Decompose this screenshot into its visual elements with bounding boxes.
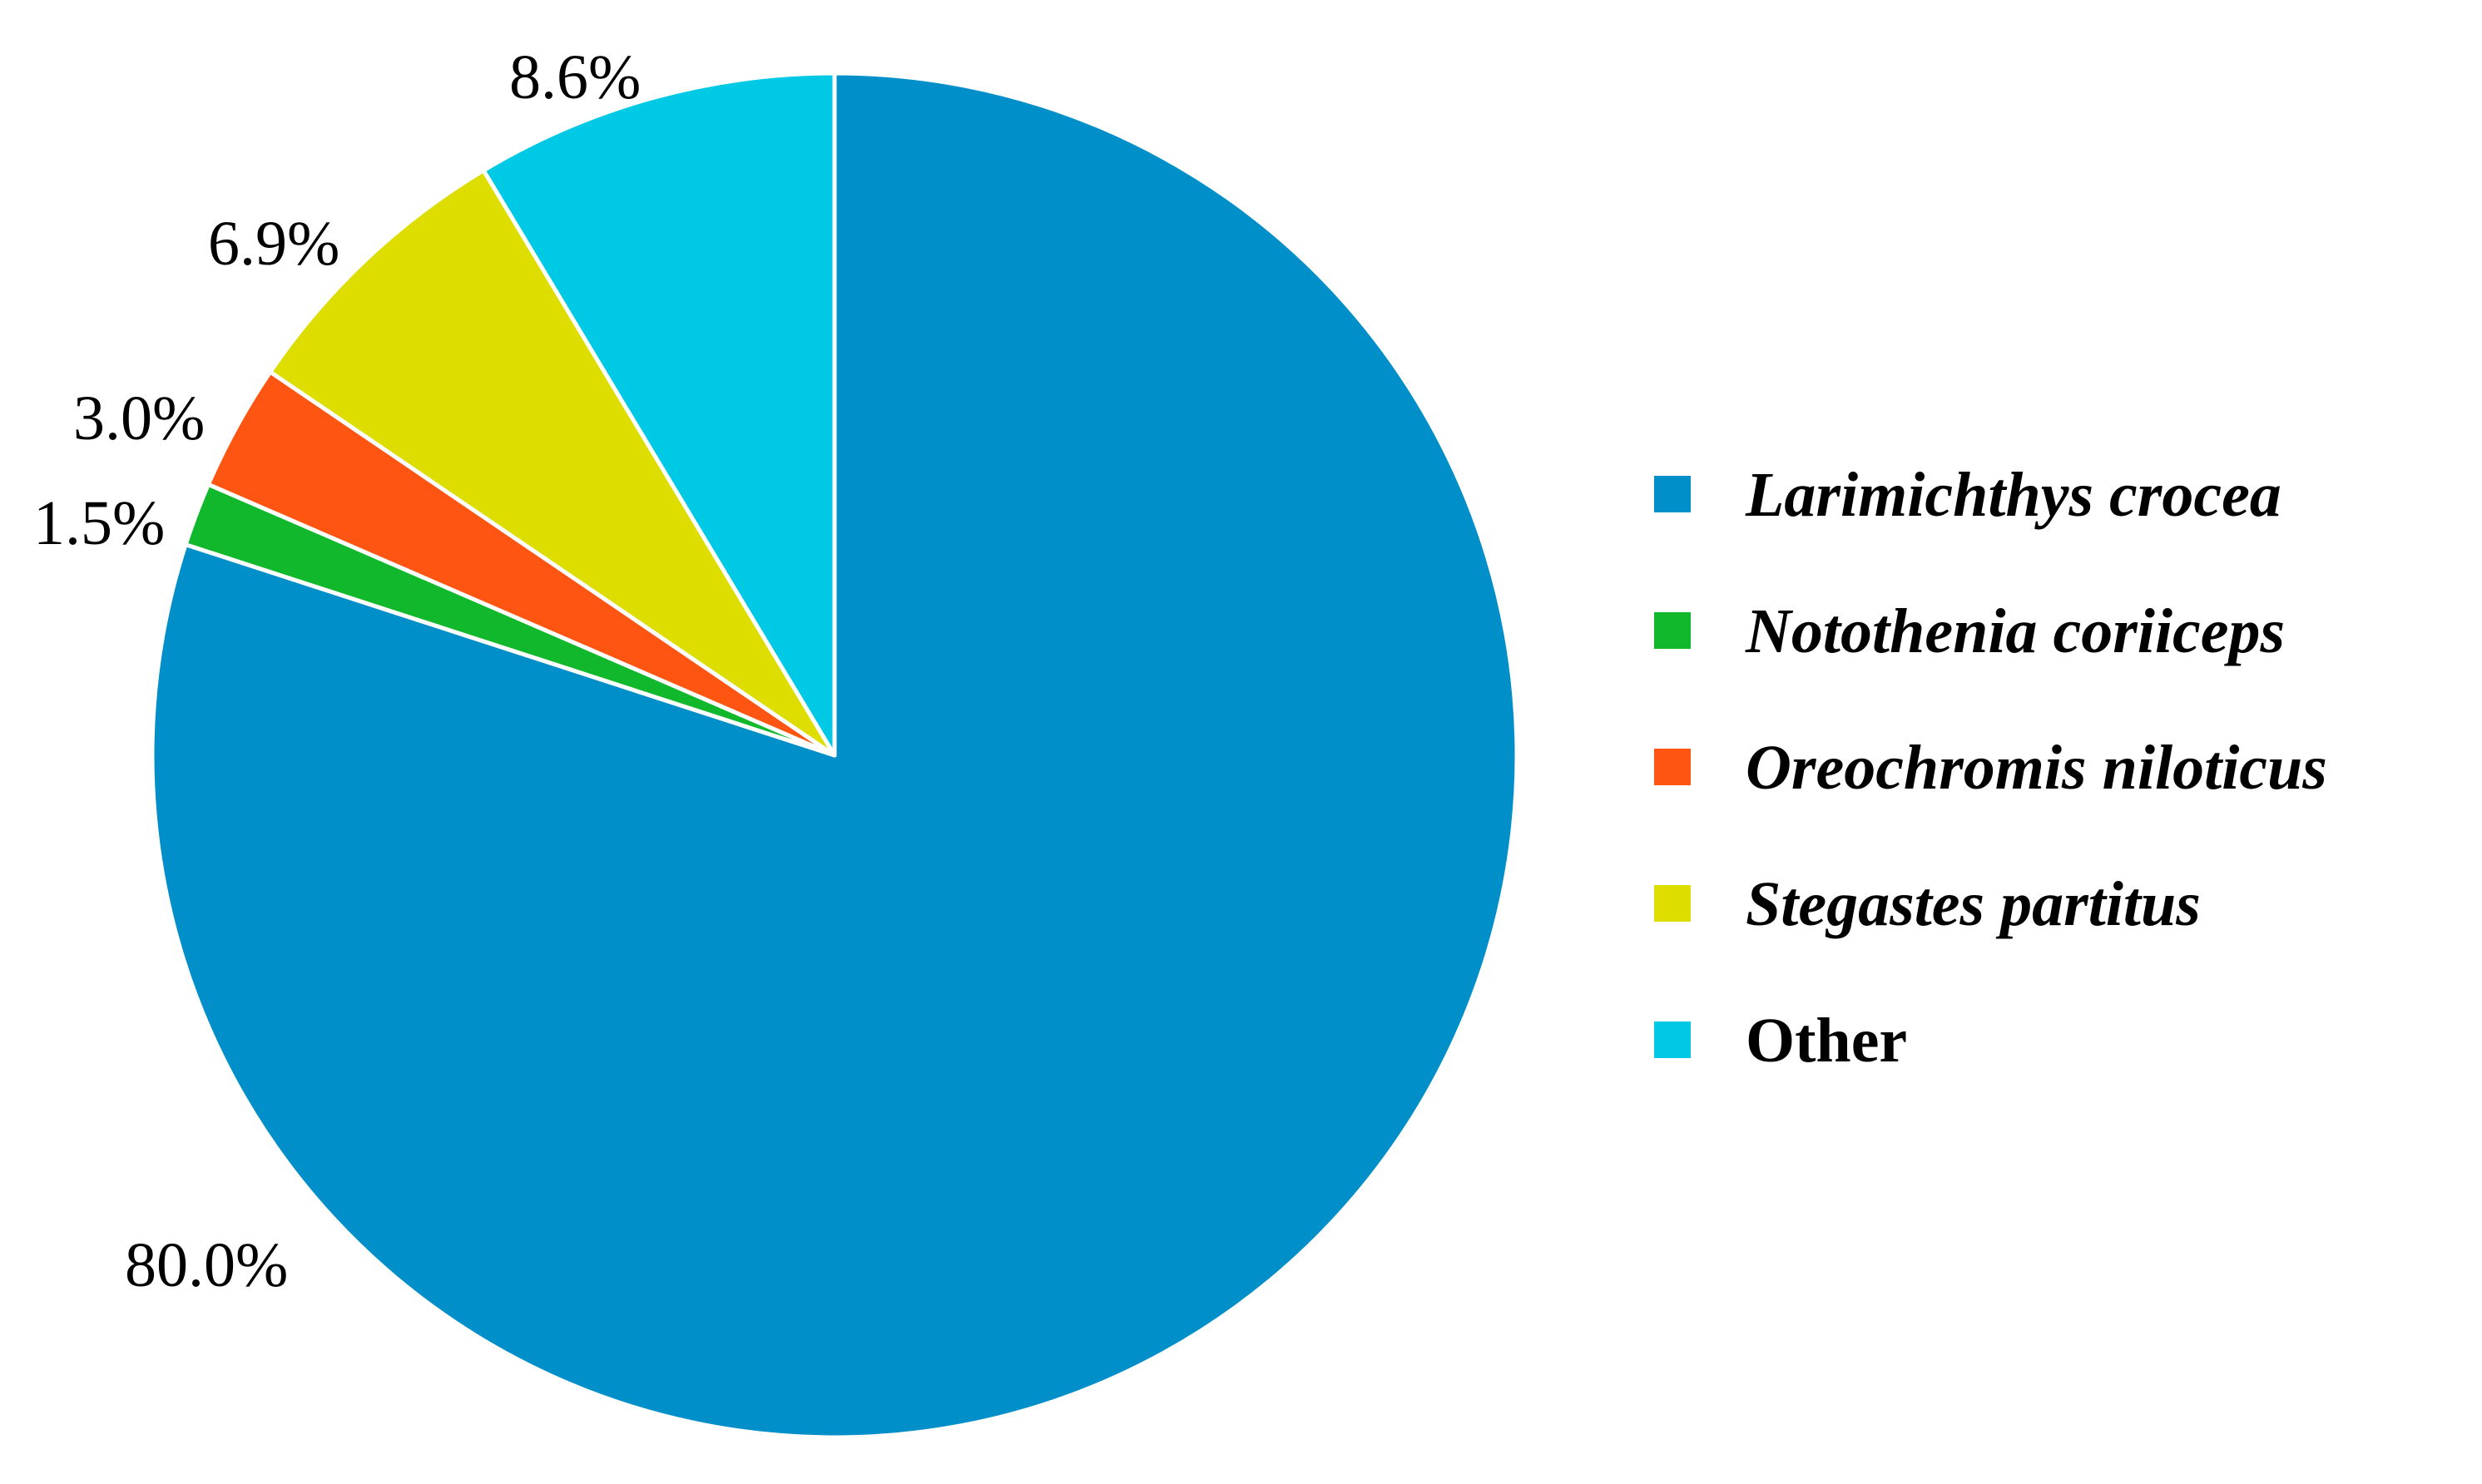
pie-slices [150,71,1519,1440]
legend-swatch [1654,476,1691,512]
legend-swatch [1654,749,1691,785]
slice-value-label: 6.9% [208,209,339,279]
legend-swatch [1654,1021,1691,1058]
slice-value-label: 80.0% [125,1230,288,1300]
legend-swatch [1654,612,1691,649]
legend-label: Stegastes partitus [1746,869,2201,939]
legend-swatch [1654,885,1691,922]
legend-label: Oreochromis niloticus [1746,733,2327,803]
slice-value-label: 3.0% [73,383,205,453]
slice-value-label: 1.5% [33,488,165,558]
legend-item: Other [1654,1006,1907,1076]
legend-label: Notothenia coriiceps [1745,596,2285,666]
slice-labels: 80.0% 1.5% 3.0% 6.9% 8.6% [33,42,641,1300]
legend-item: Oreochromis niloticus [1654,733,2327,803]
legend-label: Larimichthys crocea [1745,460,2281,530]
slice-value-label: 8.6% [509,42,641,112]
legend-item: Stegastes partitus [1654,869,2201,939]
legend-label: Other [1746,1006,1907,1076]
pie-slice-other [481,71,837,758]
pie-slice-stegastes-partitus [268,168,837,758]
legend-item: Notothenia coriiceps [1654,596,2285,666]
legend-item: Larimichthys crocea [1654,460,2281,530]
legend: Larimichthys crocea Notothenia coriiceps O… [1654,460,2327,1076]
